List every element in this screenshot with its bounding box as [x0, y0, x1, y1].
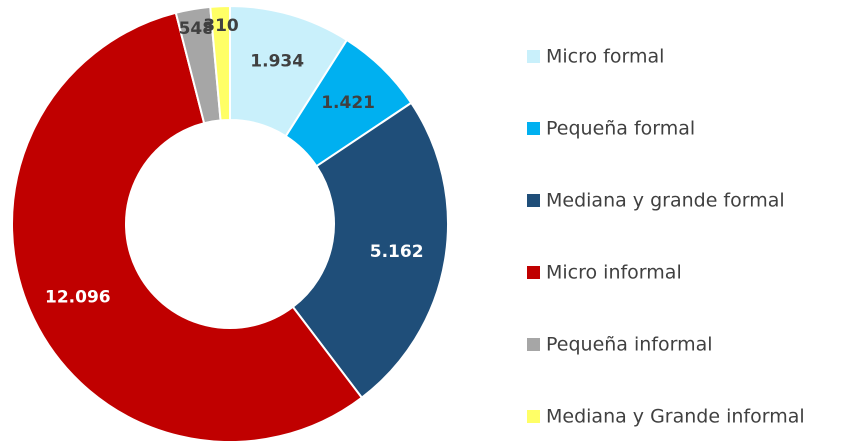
legend-label: Mediana y Grande informal: [546, 406, 805, 428]
donut-slice: [209, 4, 231, 122]
legend-label: Micro informal: [546, 262, 682, 284]
data-label: 1.934: [250, 52, 304, 72]
data-label: 310: [203, 16, 239, 36]
legend-swatch: [527, 266, 540, 279]
legend-swatch: [527, 410, 540, 423]
legend-label: Micro formal: [546, 46, 664, 68]
data-label: 12.096: [45, 288, 111, 308]
legend-swatch: [527, 122, 540, 135]
donut-slice: [291, 101, 449, 400]
legend-swatch: [527, 194, 540, 207]
data-label: 548: [179, 19, 215, 39]
legend-label: Pequeña informal: [546, 334, 713, 356]
legend-label: Mediana y grande formal: [546, 190, 785, 212]
data-label: 5.162: [370, 242, 424, 262]
legend-swatch: [527, 50, 540, 63]
legend-label: Pequeña formal: [546, 118, 695, 140]
data-label: 1.421: [321, 93, 375, 113]
legend-swatch: [527, 338, 540, 351]
donut-slice: [11, 11, 364, 441]
